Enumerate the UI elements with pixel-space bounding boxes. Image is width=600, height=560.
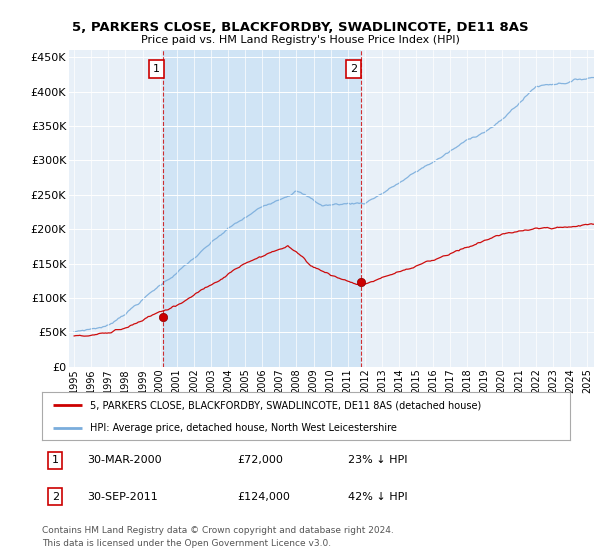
Text: This data is licensed under the Open Government Licence v3.0.: This data is licensed under the Open Gov… — [42, 539, 331, 548]
Text: 5, PARKERS CLOSE, BLACKFORDBY, SWADLINCOTE, DE11 8AS: 5, PARKERS CLOSE, BLACKFORDBY, SWADLINCO… — [71, 21, 529, 34]
Text: 5, PARKERS CLOSE, BLACKFORDBY, SWADLINCOTE, DE11 8AS (detached house): 5, PARKERS CLOSE, BLACKFORDBY, SWADLINCO… — [89, 400, 481, 410]
Text: 2: 2 — [350, 64, 357, 74]
Text: £124,000: £124,000 — [238, 492, 290, 502]
Text: 23% ↓ HPI: 23% ↓ HPI — [348, 455, 408, 465]
Bar — [163, 50, 361, 367]
Text: £72,000: £72,000 — [238, 455, 283, 465]
Text: 1: 1 — [153, 64, 160, 74]
Text: Contains HM Land Registry data © Crown copyright and database right 2024.: Contains HM Land Registry data © Crown c… — [42, 526, 394, 535]
Text: 42% ↓ HPI: 42% ↓ HPI — [348, 492, 408, 502]
Text: 2: 2 — [52, 492, 59, 502]
Text: HPI: Average price, detached house, North West Leicestershire: HPI: Average price, detached house, Nort… — [89, 423, 397, 433]
Text: 30-MAR-2000: 30-MAR-2000 — [87, 455, 161, 465]
Text: 30-SEP-2011: 30-SEP-2011 — [87, 492, 158, 502]
Text: Price paid vs. HM Land Registry's House Price Index (HPI): Price paid vs. HM Land Registry's House … — [140, 35, 460, 45]
Text: 1: 1 — [52, 455, 59, 465]
